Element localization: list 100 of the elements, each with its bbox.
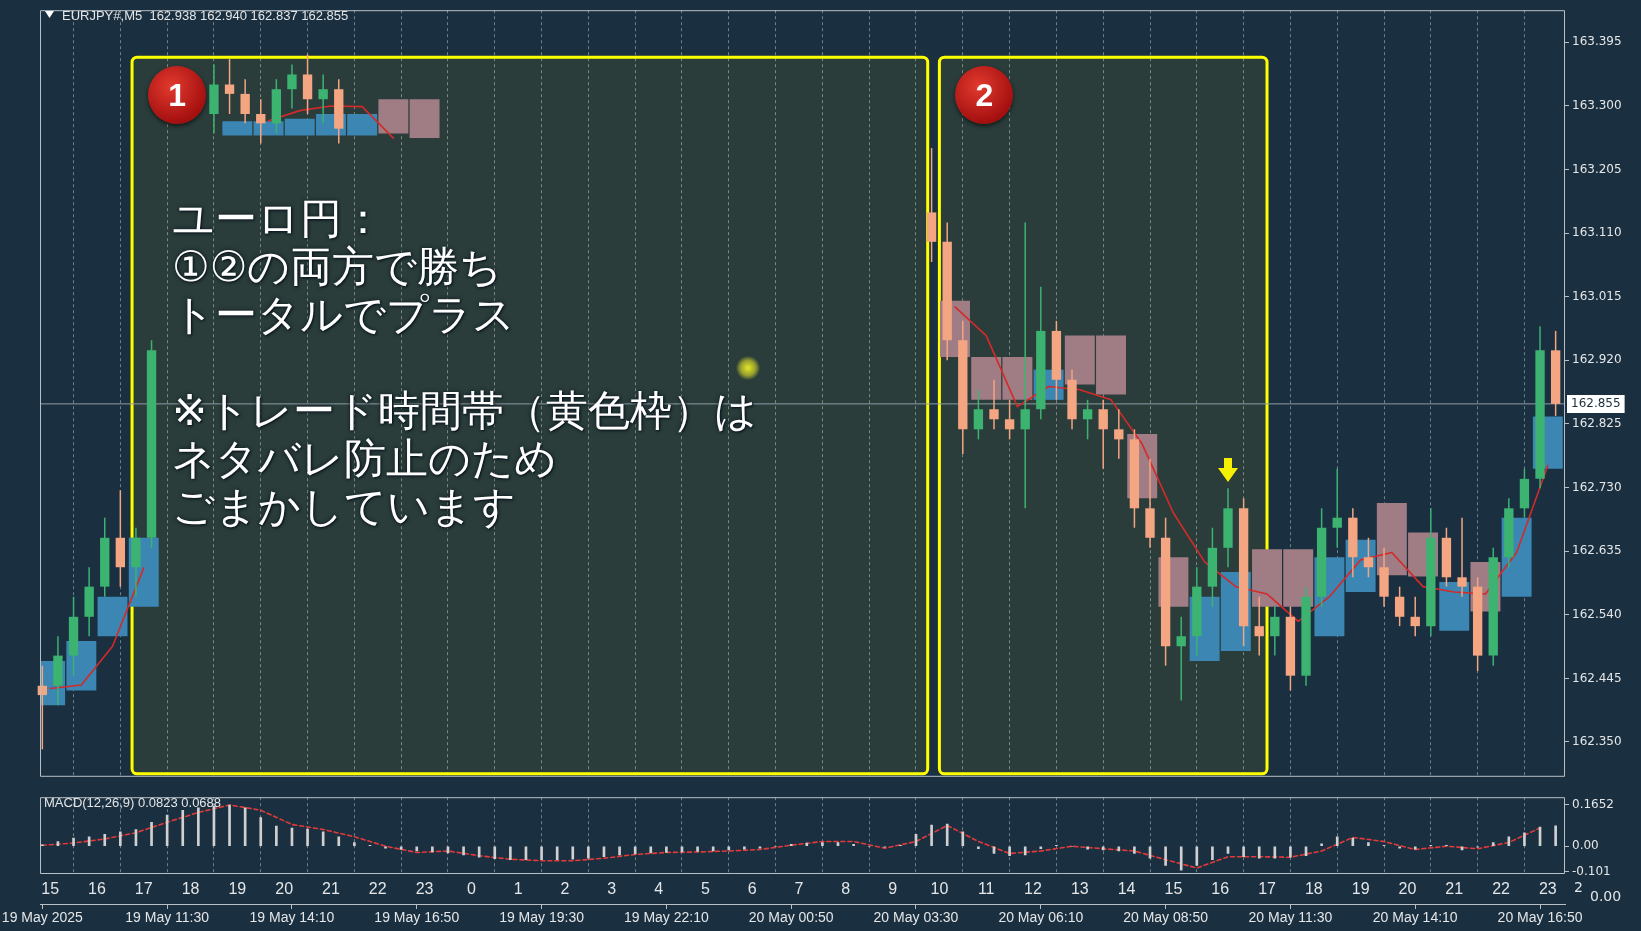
bar [1023,846,1027,856]
y-tick-label: 163.015 [1572,288,1622,303]
bar [1086,846,1089,850]
x2-tick-label: 20 May 16:50 [1497,909,1583,926]
bar [1211,846,1214,861]
candlestick [1394,585,1405,627]
bar [1008,846,1011,857]
candlestick [1114,408,1124,460]
x-tick-label: 23 [1538,880,1557,898]
x-tick-label: 22 [1492,880,1511,898]
x-tick-label: 20 [1398,880,1417,898]
candlestick [1176,616,1186,702]
x-tick-label: 2 [560,880,570,898]
y-tick-label: 162.445 [1572,670,1622,685]
bar [103,833,107,847]
bar [1133,846,1136,854]
x-tick-label: 15 [1164,880,1183,898]
x-tick-label: 8 [841,880,851,898]
bar [789,843,793,847]
x2-tick-label: 19 May 16:50 [374,909,460,926]
y-tick-label: 162.350 [1572,734,1622,749]
bar [805,842,809,847]
x2-tick-label: 19 May 2025 [1,909,84,926]
x-tick-label: 21 [322,880,340,898]
candlestick [240,78,250,125]
bar [353,842,356,847]
annotation: トータルでプラス [172,290,516,339]
y-tick-label: 163.300 [1572,98,1622,113]
number-badge: 1 [148,66,207,124]
x-tick-label: 18 [1304,880,1323,898]
annotation: ※トレード時間帯（黄色枠）は [172,386,758,435]
bar [587,846,590,859]
bar [1398,846,1401,849]
x-tick-label: 16 [1211,880,1230,898]
bar [1413,846,1417,850]
bar [431,846,434,853]
candlestick [287,63,297,110]
bar [1242,846,1245,858]
bar [696,846,699,852]
bar [1039,846,1043,850]
x-tick-label: 20 [275,880,294,898]
x2-tick-label: 20 May 00:50 [748,909,834,926]
x-tick-label: 22 [368,880,387,898]
annotation: ごまかしています [172,482,517,531]
bar [275,825,278,847]
x-tick-label: 13 [1070,880,1089,898]
x2-tick-label: 20 May 06:10 [998,909,1084,926]
x-tick-label: 19 [1351,880,1370,898]
bar [821,842,824,847]
x2-tick-label: 19 May 11:30 [125,909,210,926]
y-tick-label: 163.110 [1572,225,1622,240]
x2-tick-label: 20 May 14:10 [1372,909,1458,926]
bar [633,846,637,855]
x-tick-label: 17 [134,880,153,898]
bar [119,831,122,847]
y-tick-label: 162.920 [1572,352,1622,367]
bar [930,824,933,847]
y-tick-label: 0.00 [1572,838,1599,853]
candlestick [1270,605,1280,657]
bar [415,846,419,852]
bar [1179,846,1183,871]
bar [743,846,746,850]
bar [649,846,653,854]
candlestick [256,98,266,145]
bar [665,846,668,853]
x-tick-label: 5 [700,880,710,898]
bar [197,807,200,847]
bar [228,804,231,847]
y-tick-label: 162.730 [1572,479,1622,494]
chart-title: EURJPY#,M5 162.938 162.940 162.837 162.855 [62,8,349,23]
bar [1257,846,1261,859]
candlestick [1457,516,1467,598]
x-tick-label: 3 [607,880,617,898]
bar [1554,825,1557,847]
y-tick-label: 163.395 [1572,34,1622,49]
bar [1335,836,1339,847]
candlestick [1098,399,1108,470]
bar [977,846,980,850]
x2-tick-label: 19 May 22:10 [623,909,710,926]
bar [259,817,263,847]
bar [1273,846,1277,859]
bar [493,846,497,860]
bar [1289,846,1292,858]
bar [540,846,543,861]
x-tick-label: 11 [977,880,995,898]
bar [150,821,153,847]
bar [462,846,465,856]
x-tick-label: 7 [794,880,804,898]
y-tick-label: 162.540 [1572,606,1622,621]
x-tick-label: 0 [466,880,476,898]
bar [711,846,715,852]
bar [1117,846,1121,852]
x-tick-label: 18 [181,880,200,898]
number-badge: 2 [955,66,1014,124]
bar [727,846,731,851]
bar [555,846,559,861]
x-tick-label: 16 [88,880,106,898]
bar [1523,832,1526,847]
chart-title: MACD(12,26,9) 0.0823 0.0688 [44,795,222,810]
bar [306,828,309,847]
